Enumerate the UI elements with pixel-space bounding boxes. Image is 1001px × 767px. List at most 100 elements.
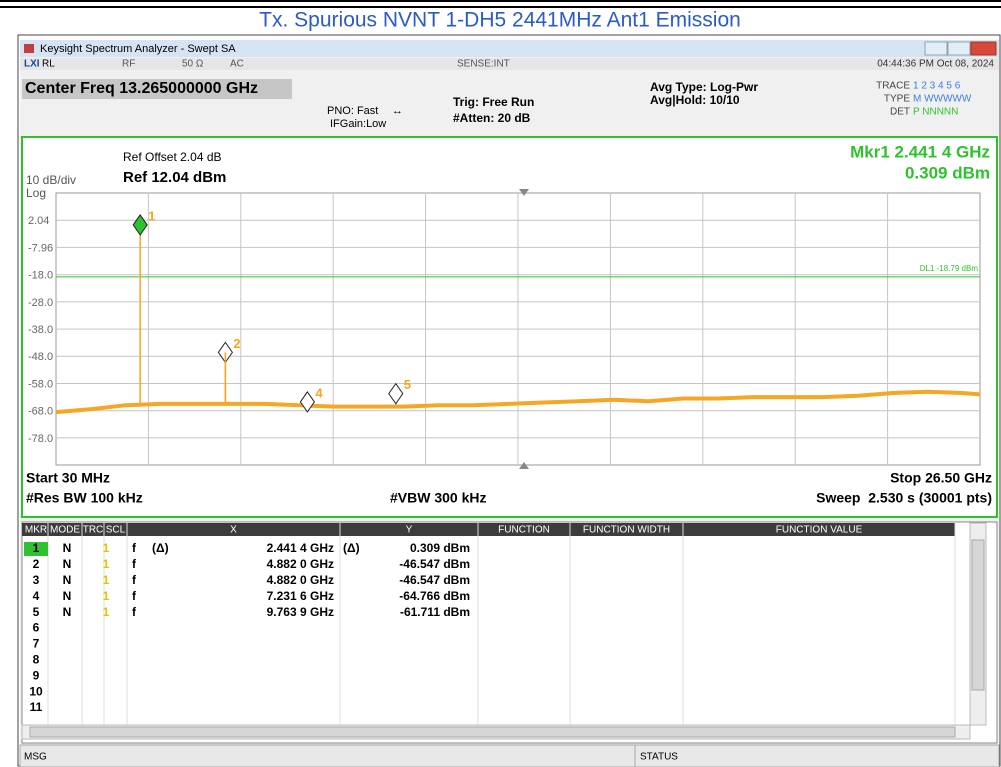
det-label: DET [890,107,910,118]
close-button[interactable] [970,41,997,56]
minimize-button[interactable] [924,41,948,56]
page-title: Tx. Spurious NVNT 1-DH5 2441MHz Ant1 Emi… [259,9,741,32]
atten: #Atten: 20 dB [453,111,531,125]
column-header: FUNCTION WIDTH [583,525,670,536]
marker-diamond [132,214,148,236]
cell-x-label: 7.231 6 GHz [267,589,334,603]
avg-hold: Avg|Hold: 10/10 [650,93,740,107]
rl: RL [42,59,55,70]
column-header: MKR [25,525,47,536]
cell-x-label: 9.763 9 GHz [267,605,334,619]
center-freq: Center Freq 13.265000000 GHz [25,80,258,97]
cell-mkr: 6 [33,621,40,635]
cell-y-label: 0.309 dBm [410,541,470,555]
trace-label: TRACE [876,81,910,92]
trig: Trig: Free Run [453,95,534,109]
cell-trc: 1 [103,589,110,603]
arrow-icon: ↔ [392,105,403,117]
table-header [22,523,955,536]
cell-scl: f [132,589,137,603]
trace-numbers: 1 2 3 4 5 6 [913,81,961,92]
y-tick-label: -38.0 [28,324,53,336]
y-tick-label: -48.0 [28,351,53,363]
cell-mkr: 9 [33,668,40,682]
cell-x-func: (Δ) [152,541,169,555]
ifgain: IFGain:Low [330,118,386,130]
coupling: AC [230,59,244,70]
cell-mkr: 7 [33,637,40,651]
ref-offset: Ref Offset 2.04 dB [123,150,222,164]
datetime: 04:44:36 PM Oct 08, 2024 [877,59,994,70]
column-header: FUNCTION VALUE [776,525,863,536]
app-icon [24,44,34,53]
rf: RF [122,59,135,70]
cell-trc: 1 [103,573,110,587]
column-header: SCL [106,525,126,536]
marker-number: 2 [233,336,240,351]
column-header: FUNCTION [498,525,550,536]
marker-readout-freq: Mkr1 2.441 4 GHz [850,142,990,161]
marker-number: 4 [315,385,323,400]
type-label: TYPE [884,94,910,105]
cell-trc: 1 [103,541,110,555]
pno: PNO: Fast [327,105,378,117]
cell-y-func: (Δ) [343,541,360,555]
cell-x-label: 2.441 4 GHz [267,541,334,555]
column-header: MODE [50,525,80,536]
cell-mkr: 2 [33,557,40,571]
cell-y-label: -61.711 dBm [400,605,470,619]
cell-mode: N [63,557,72,571]
det-value: P NNNNN [913,107,958,118]
y-tick-label: -68.0 [28,406,53,418]
avg-type: Avg Type: Log-Pwr [650,80,758,94]
cell-mode: N [63,573,72,587]
marker-number: 5 [404,377,411,392]
sense: SENSE:INT [457,59,510,70]
center-freq-box [22,79,292,99]
ref-level: Ref 12.04 dBm [123,169,226,186]
marker-readout-level: 0.309 dBm [905,163,990,182]
cell-scl: f [132,557,137,571]
y-tick-label: -78.0 [28,433,53,445]
start-freq: Start 30 MHz [26,470,110,486]
stop-freq: Stop 26.50 GHz [890,470,992,486]
h-scroll-thumb[interactable] [29,726,956,738]
cell-mkr: 8 [33,652,40,666]
cell-mode: N [63,541,72,555]
column-header: Y [406,525,413,536]
cell-scl: f [132,541,137,555]
cell-mode: N [63,589,72,603]
scroll-thumb[interactable] [971,539,985,691]
marker-table [21,521,998,744]
cell-x-label: 4.882 0 GHz [267,557,334,571]
cell-mkr: 5 [33,605,40,619]
scale: 10 dB/div [26,173,76,187]
cell-y-label: -46.547 dBm [399,557,470,571]
cell-mkr: 10 [29,684,43,698]
y-tick-label: -28.0 [28,297,53,309]
selected-cell [24,542,48,556]
cell-y-label: -46.547 dBm [399,573,470,587]
marker-number: 1 [148,208,155,223]
window-title: Keysight Spectrum Analyzer - Swept SA [40,43,236,55]
title-bar [20,40,999,57]
sweep: Sweep 2.530 s (30001 pts) [816,490,992,506]
cell-scl: f [132,605,137,619]
cell-x-label: 4.882 0 GHz [267,573,334,587]
maximize-button[interactable] [947,41,971,56]
cell-mkr: 11 [30,700,43,714]
y-tick-label: -7.96 [28,242,53,254]
cell-mode: N [63,605,72,619]
plot-panel [21,136,998,518]
rbw: #Res BW 100 kHz [26,490,143,506]
cell-scl: f [132,573,137,587]
cell-trc: 1 [103,605,110,619]
y-tick-label: -58.0 [28,378,53,390]
y-tick-label: -18.0 [28,270,53,282]
status-bar [19,744,1000,767]
plot-area: 2.04 -7.96 -18.0 -28.0 -38.0 -48.0 -58.0 -68.0 -… [28,193,981,465]
center-marker-top [519,189,529,196]
center-marker-bottom [519,462,529,469]
